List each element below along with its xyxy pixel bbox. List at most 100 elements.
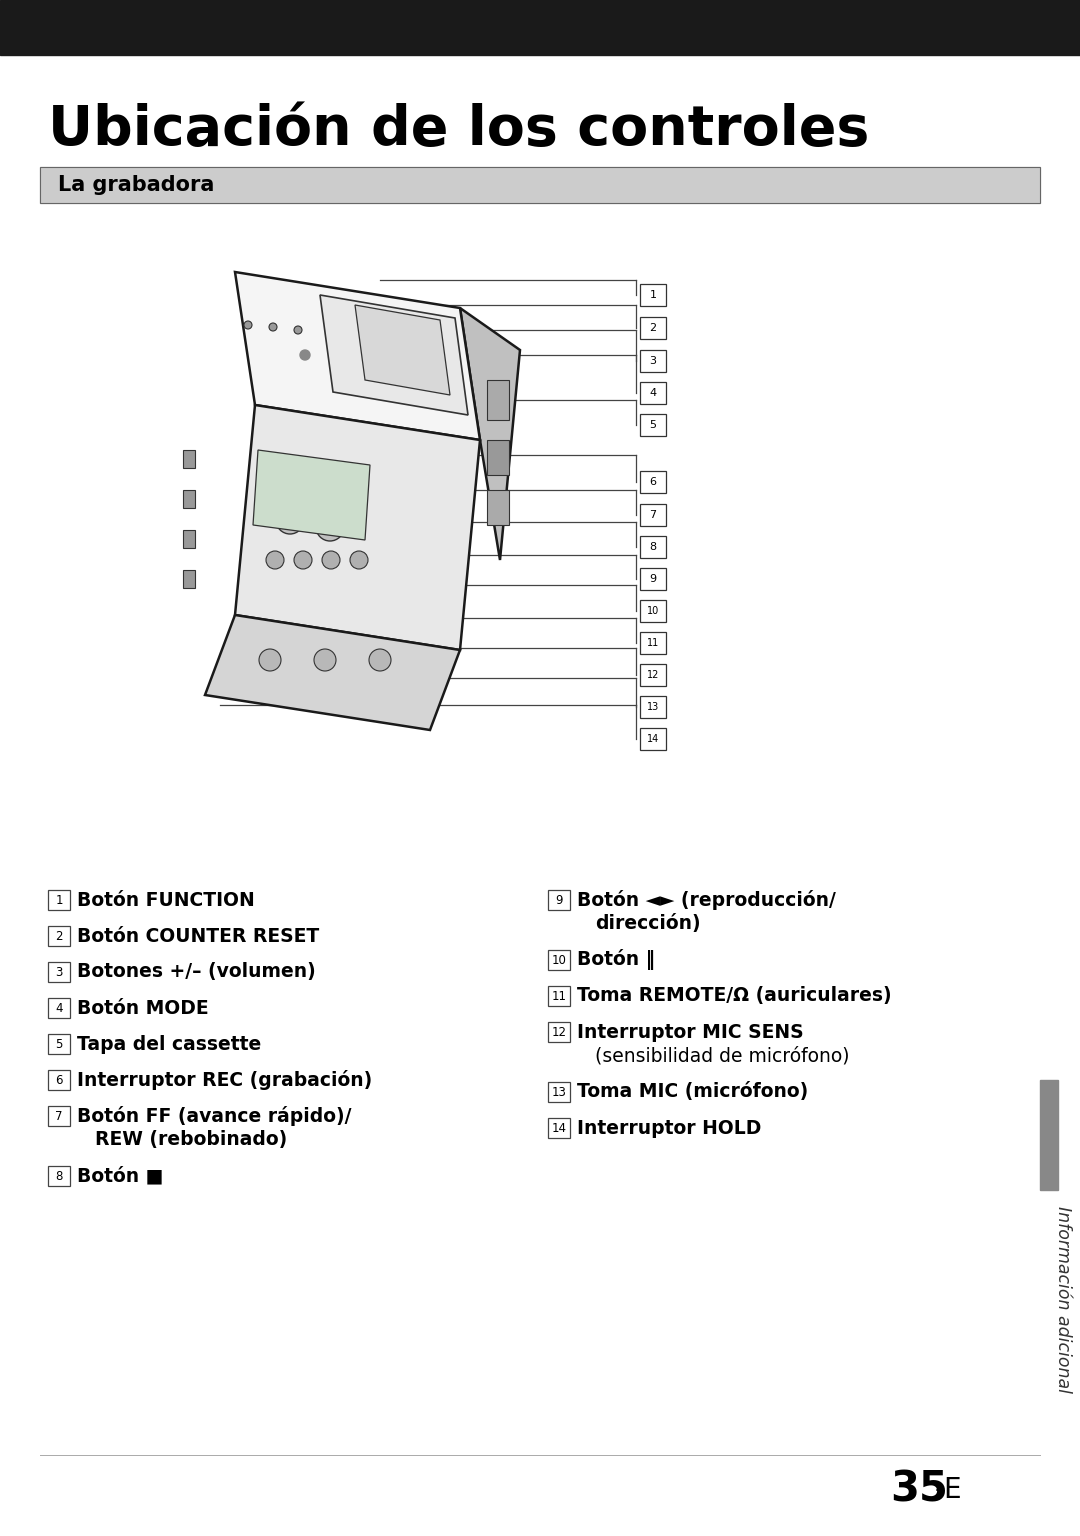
Text: dirección): dirección): [595, 914, 701, 934]
Circle shape: [294, 326, 302, 333]
Circle shape: [276, 465, 303, 495]
Text: Botón ■: Botón ■: [77, 1166, 163, 1186]
Bar: [640, 504, 666, 525]
Circle shape: [266, 551, 284, 568]
Bar: [640, 601, 666, 622]
Polygon shape: [235, 406, 480, 650]
Text: 1: 1: [55, 894, 63, 906]
Bar: [640, 696, 666, 717]
Text: 5: 5: [649, 419, 657, 430]
Circle shape: [276, 505, 303, 535]
Text: Información adicional: Información adicional: [1054, 1206, 1072, 1393]
Bar: [48, 889, 70, 909]
Text: 8: 8: [649, 542, 657, 551]
Text: 14: 14: [647, 734, 659, 743]
Bar: [183, 490, 195, 508]
Bar: [487, 439, 509, 475]
Text: REW (rebobinado): REW (rebobinado): [95, 1130, 287, 1149]
Text: 2: 2: [55, 929, 63, 943]
Text: 6: 6: [55, 1074, 63, 1086]
Text: Ubicación de los controles: Ubicación de los controles: [48, 103, 869, 157]
Polygon shape: [355, 306, 450, 395]
Text: -E: -E: [935, 1476, 962, 1504]
Text: 7: 7: [55, 1109, 63, 1123]
Bar: [183, 530, 195, 548]
Bar: [640, 664, 666, 687]
Bar: [40, 167, 1040, 203]
Text: Botón COUNTER RESET: Botón COUNTER RESET: [77, 926, 320, 946]
Text: 35: 35: [890, 1468, 948, 1511]
Text: Botón ‖: Botón ‖: [577, 949, 654, 971]
Text: 13: 13: [552, 1086, 566, 1098]
Circle shape: [294, 551, 312, 568]
Bar: [548, 1081, 570, 1101]
Circle shape: [244, 321, 252, 329]
Text: Interruptor REC (grabación): Interruptor REC (grabación): [77, 1071, 373, 1091]
Text: 5: 5: [55, 1037, 63, 1051]
Text: Botón FF (avance rápido)/: Botón FF (avance rápido)/: [77, 1106, 351, 1126]
Text: 12: 12: [552, 1026, 567, 1038]
Text: Interruptor HOLD: Interruptor HOLD: [577, 1118, 761, 1138]
Text: 9: 9: [555, 894, 563, 906]
Text: 3: 3: [55, 966, 63, 978]
Bar: [640, 415, 666, 436]
Circle shape: [269, 323, 276, 330]
Text: 13: 13: [647, 702, 659, 713]
Circle shape: [322, 551, 340, 568]
Text: La grabadora: La grabadora: [58, 175, 214, 195]
Text: Botón MODE: Botón MODE: [77, 998, 208, 1017]
Bar: [640, 284, 666, 306]
Bar: [48, 1166, 70, 1186]
Circle shape: [259, 650, 281, 671]
Bar: [40, 167, 1040, 203]
Text: Botón ◄► (reproducción/: Botón ◄► (reproducción/: [577, 889, 836, 909]
Bar: [640, 382, 666, 404]
Text: Tapa del cassette: Tapa del cassette: [77, 1035, 261, 1054]
Text: Botón FUNCTION: Botón FUNCTION: [77, 891, 255, 909]
Circle shape: [300, 350, 310, 359]
Text: 3: 3: [649, 356, 657, 366]
Circle shape: [350, 551, 368, 568]
Bar: [640, 728, 666, 750]
Text: 10: 10: [552, 954, 566, 966]
Bar: [548, 1118, 570, 1138]
Circle shape: [369, 650, 391, 671]
Text: 4: 4: [649, 389, 657, 398]
Text: 2: 2: [649, 323, 657, 333]
Bar: [548, 1021, 570, 1041]
Bar: [1040, 1080, 1058, 1190]
Bar: [548, 949, 570, 971]
Bar: [48, 998, 70, 1018]
Text: Botones +/– (volumen): Botones +/– (volumen): [77, 963, 315, 982]
Bar: [640, 316, 666, 339]
Text: 10: 10: [647, 607, 659, 616]
Text: 1: 1: [649, 290, 657, 300]
Text: Toma REMOTE/Ω (auriculares): Toma REMOTE/Ω (auriculares): [577, 986, 892, 1006]
Bar: [183, 570, 195, 588]
Bar: [640, 350, 666, 372]
Bar: [0, 0, 1080, 55]
Bar: [640, 631, 666, 654]
Polygon shape: [253, 450, 370, 541]
Text: 14: 14: [552, 1121, 567, 1135]
Polygon shape: [205, 614, 460, 730]
Bar: [640, 568, 666, 590]
Bar: [48, 962, 70, 982]
Circle shape: [314, 650, 336, 671]
Bar: [548, 889, 570, 909]
Text: 4: 4: [55, 1001, 63, 1014]
Polygon shape: [320, 295, 468, 415]
Bar: [487, 379, 509, 419]
Bar: [48, 1071, 70, 1091]
Text: 9: 9: [649, 574, 657, 584]
Circle shape: [316, 513, 345, 541]
Bar: [487, 490, 509, 525]
Bar: [548, 986, 570, 1006]
Bar: [640, 536, 666, 558]
Text: 11: 11: [552, 989, 567, 1003]
Bar: [48, 1106, 70, 1126]
Text: (sensibilidad de micrófono): (sensibilidad de micrófono): [595, 1046, 850, 1066]
Text: 11: 11: [647, 637, 659, 648]
Bar: [48, 926, 70, 946]
Text: 7: 7: [649, 510, 657, 521]
